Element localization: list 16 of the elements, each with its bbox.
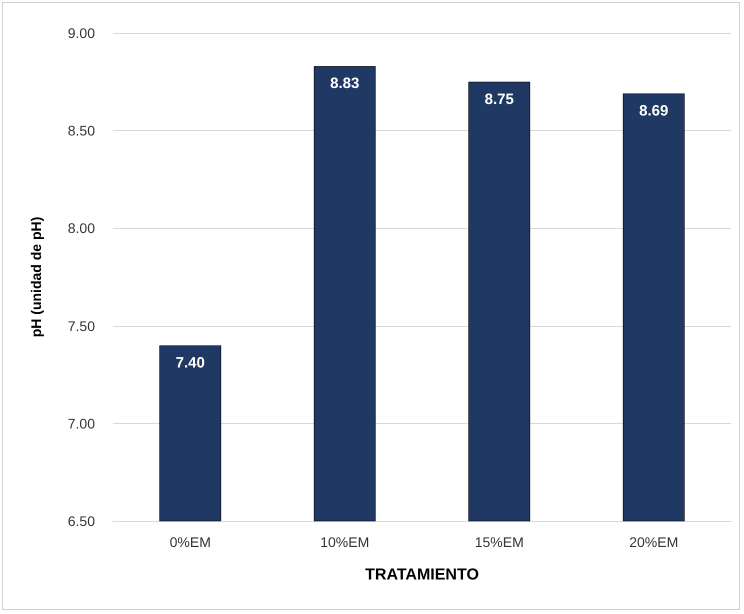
x-tick-label: 0%EM	[170, 534, 211, 550]
data-label: 8.69	[639, 102, 668, 120]
x-tick-label: 15%EM	[474, 534, 524, 550]
y-tick-label: 8.50	[68, 122, 96, 139]
y-tick-label: 9.00	[68, 25, 96, 41]
y-axis-title: pH (unidad de pH)	[28, 216, 44, 338]
y-tick-label: 7.00	[68, 415, 96, 432]
x-tick-label: 10%EM	[320, 534, 370, 550]
y-tick-label: 7.50	[68, 318, 96, 334]
x-axis-title: TRATAMIENTO	[365, 566, 479, 584]
data-label: 7.40	[176, 354, 205, 372]
data-label: 8.83	[330, 75, 360, 92]
data-label: 8.75	[484, 90, 514, 108]
y-tick-label: 6.50	[68, 513, 96, 529]
y-tick-label: 8.00	[68, 220, 96, 236]
x-tick-label: 20%EM	[629, 534, 678, 550]
